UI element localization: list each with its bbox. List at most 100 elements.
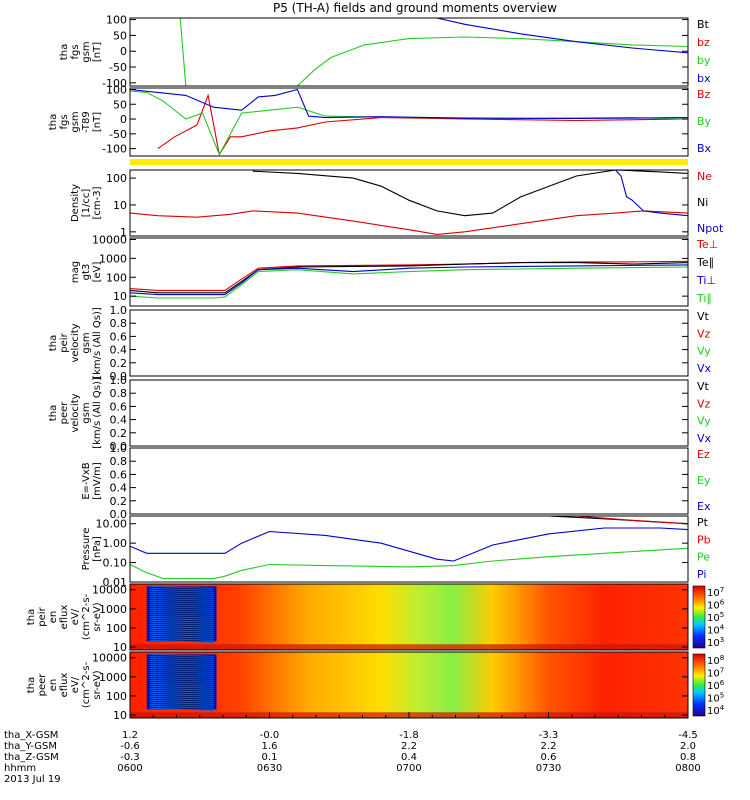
ylabel-line: fgs [70,44,81,59]
xtick-value: 0.6 [541,752,557,763]
xtick-value: 0.1 [262,752,278,763]
ylabel-line: gsm [70,111,81,132]
series-bx [436,18,688,54]
yellow-flag-bar [130,159,688,165]
ylabel-line: Pressure [81,528,92,571]
ylabel-line: E=-VxB [81,462,92,499]
ylabel-line: tha [48,335,59,351]
xtick-value: 0.4 [401,752,417,763]
legend-Vy: Vy [697,415,711,428]
ylabel-line: gsm [81,332,92,353]
ytick-label: 0.10 [103,557,128,570]
figure-title: P5 (TH-A) fields and ground moments over… [273,1,557,15]
ytick-label: 1.0 [110,442,128,455]
ytick-label: 0.8 [110,387,128,400]
ylabel-line: en [48,679,59,692]
series-Ni [252,170,688,217]
ytick-label: 50 [113,98,127,111]
ytick-label: 100 [106,690,127,703]
ytick-label: 0 [120,113,127,126]
xtick-value: 2.0 [680,741,696,752]
legend-Ti∥: Ti∥ [696,292,712,305]
ytick-label: 1.0 [110,374,128,387]
legend-Vx: Vx [697,362,712,375]
ytick-label: 10 [113,709,127,722]
ytick-label: 0.0 [110,440,128,453]
xtick-value: 1.6 [262,741,278,752]
xtick-value: -0.6 [120,741,140,752]
ylabel-line: peir [59,332,70,352]
legend-Pe: Pe [697,551,710,564]
legend-Te⊥: Te⊥ [696,238,718,251]
ytick-label: 0.4 [110,344,128,357]
panel-frame [129,309,689,377]
legend-Npot: Npot [697,222,724,235]
ytick-label: 100 [106,83,127,96]
ytick-label: -100 [102,143,127,156]
legend-bz: bz [697,36,710,49]
series-Pe [130,547,688,580]
legend-Vt: Vt [697,310,710,323]
ylabel-line: [1/cc] [81,189,92,218]
xaxis-row-label: hhmm [4,763,36,774]
ytick-label: 10000 [92,584,127,597]
colorbar-tick-label: 105 [707,611,724,624]
legend-Bx: Bx [697,142,712,155]
ylabel-line: gsm [81,402,92,423]
series-Te∥ [130,262,688,294]
series-Pb [576,516,688,525]
legend-Vy: Vy [697,345,711,358]
ytick-label: 0.6 [110,468,128,481]
ylabel-line: [km/s (All Qs)] [92,377,103,449]
colorbar [692,653,706,717]
ytick-label: -100 [102,77,127,90]
legend-Te∥: Te∥ [696,256,714,269]
xtick-value: -3.3 [539,730,559,741]
panel-frame [129,515,689,583]
legend-bx: bx [697,72,711,85]
ytick-label: 0 [120,45,127,58]
ylabel-line: [cm-3] [92,186,103,219]
ylabel-line: tha [26,609,37,625]
ytick-label: 0.8 [110,317,128,330]
ytick-label: 10000 [92,233,127,246]
ylabel-line: sr-eV) [92,670,103,699]
legend-by: by [697,54,711,67]
series-Bx [130,88,688,120]
panel-frame [129,87,689,157]
series-Bz [157,93,688,156]
ylabel-line: [nT] [92,42,103,62]
ytick-label: 1000 [99,252,127,265]
legend-Ne: Ne [697,170,712,183]
ytick-label: 0.8 [110,455,128,468]
ytick-label: 1 [120,226,127,239]
ytick-label: 0.2 [110,495,128,508]
ylabel-line: (cm^2-s- [81,593,92,640]
ytick-label: -50 [109,61,127,74]
ylabel-line: [mV/m] [92,462,103,500]
ylabel-line: [nT] [92,112,103,132]
xtick-value: 2.2 [401,741,417,752]
background-layer [130,159,688,165]
colorbar-tick-label: 104 [707,624,725,637]
xtick-value: 2.2 [541,741,557,752]
ylabel-line: eV/ [70,608,81,625]
series-Pi [130,527,688,562]
ylabel-line: velocity [70,323,81,362]
series-Npot [615,170,688,217]
legend-Pb: Pb [697,533,711,546]
xaxis-row-label: tha_X-GSM [4,730,58,741]
ytick-label: 0.4 [110,482,128,495]
xtick-value: 1.2 [122,730,138,741]
colorbar-tick-label: 105 [707,692,724,705]
ytick-label: 1000 [99,671,127,684]
ytick-label: 10 [113,290,127,303]
legend-Bz: Bz [697,88,711,101]
date-label: 2013 Jul 19 [4,774,61,785]
legend-Bt: Bt [697,18,710,31]
ylabel-line: en [48,611,59,624]
ytick-label: 0.0 [110,370,128,383]
legend-Pt: Pt [697,516,709,529]
